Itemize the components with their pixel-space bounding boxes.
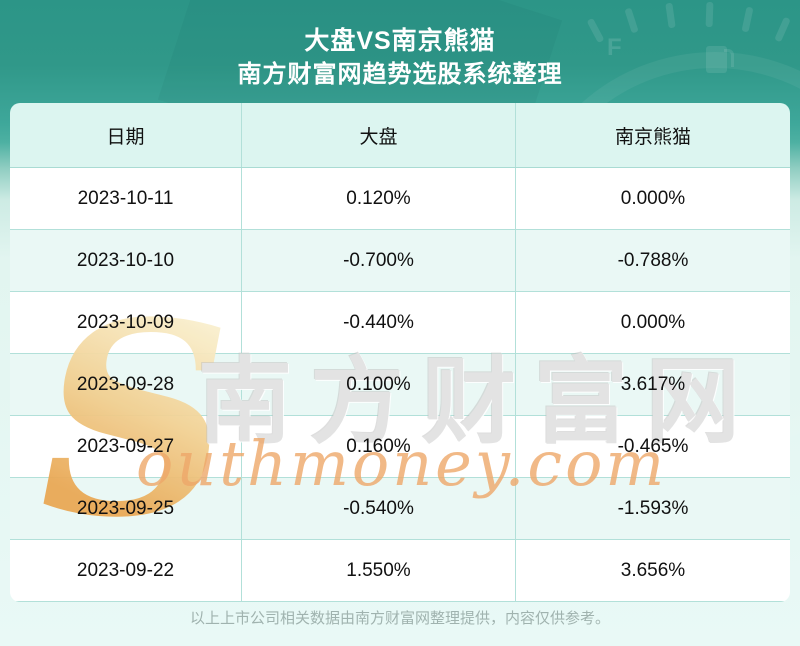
column-header-market: 大盘 [242,103,516,167]
market-change-cell: 1.550% [242,540,516,601]
table-row: 2023-09-25 -0.540% -1.593% [10,478,790,540]
table-row: 2023-09-27 0.160% -0.465% [10,416,790,478]
market-change-cell: 0.160% [242,416,516,477]
table-row: 2023-09-28 0.100% 3.617% [10,354,790,416]
market-change-cell: -0.700% [242,230,516,291]
stock-change-cell: 0.000% [620,187,686,209]
stock-change-cell: -1.593% [617,497,689,519]
stock-change-cell: 3.617% [620,373,686,395]
page-subtitle: 南方财富网趋势选股系统整理 [237,61,563,88]
date-cell: 2023-10-10 [10,230,242,291]
date-cell: 2023-09-27 [10,416,242,477]
stock-change-cell: 3.656% [620,559,686,581]
table-row: 2023-10-11 0.120% 0.000% [10,168,790,230]
stock-change-cell: 0.000% [620,311,686,333]
market-change-cell: -0.540% [242,478,516,539]
title-block: 大盘VS南京熊猫 南方财富网趋势选股系统整理 [0,24,800,91]
date-cell: 2023-09-28 [10,354,242,415]
market-change-cell: -0.440% [242,292,516,353]
page-title: 大盘VS南京熊猫 [304,27,496,55]
table-row: 2023-10-09 -0.440% 0.000% [10,292,790,354]
comparison-table: 日期 大盘 南京熊猫 2023-10-11 0.120% 0.000% 2023… [10,103,790,602]
market-change-cell: 0.100% [242,354,516,415]
date-cell: 2023-09-22 [10,540,242,601]
market-change-cell: 0.120% [242,168,516,229]
table-row: 2023-09-22 1.550% 3.656% [10,540,790,602]
column-header-stock: 南京熊猫 [614,126,691,148]
date-cell: 2023-09-25 [10,478,242,539]
date-cell: 2023-10-11 [10,168,242,229]
footer-note: 以上上市公司相关数据由南方财富网整理提供，内容仅供参考。 [189,610,610,627]
table-header-row: 日期 大盘 南京熊猫 [10,103,790,168]
date-cell: 2023-10-09 [10,292,242,353]
column-header-date: 日期 [10,103,242,167]
table-row: 2023-10-10 -0.700% -0.788% [10,230,790,292]
stock-change-cell: -0.788% [617,249,689,271]
stock-change-cell: -0.465% [617,435,689,457]
